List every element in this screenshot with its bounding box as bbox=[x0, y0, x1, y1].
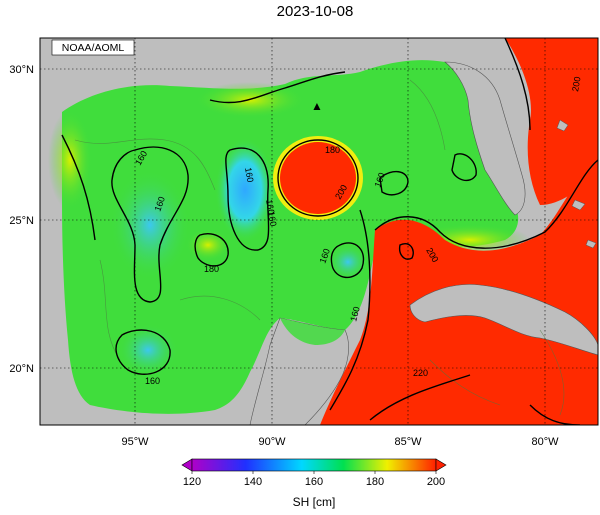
colorbar-tick-120: 120 bbox=[183, 476, 201, 488]
contour-label: 160 bbox=[152, 195, 167, 213]
florida bbox=[444, 61, 526, 216]
credit-label: NOAA/AOML bbox=[62, 42, 125, 54]
lon-label-80w: 80°W bbox=[531, 436, 559, 448]
warm-eddy-ring bbox=[280, 142, 356, 214]
contour-label: 160 bbox=[243, 167, 255, 184]
minor-contours bbox=[74, 79, 565, 416]
gulf-ocean bbox=[62, 60, 519, 414]
colorbar-min-arrow bbox=[181, 458, 193, 472]
lon-label-95w: 95°W bbox=[121, 436, 149, 448]
contour-label: 220 bbox=[413, 368, 428, 378]
graticule bbox=[40, 38, 598, 425]
contour-label: 160 bbox=[266, 211, 278, 228]
colorbar: 120 140 160 180 200 SH [cm] bbox=[181, 458, 447, 509]
cold-eddy-center bbox=[215, 138, 275, 242]
gulf-stream-warm bbox=[505, 38, 598, 205]
plot-frame bbox=[39, 37, 599, 426]
station-marker: ▲ bbox=[311, 99, 323, 113]
lat-label-20n: 20°N bbox=[9, 363, 34, 375]
credit-box bbox=[51, 39, 135, 56]
contour-label: 160 bbox=[264, 199, 276, 216]
colorbar-tick-200: 200 bbox=[427, 476, 445, 488]
yucatan bbox=[249, 317, 349, 425]
contour-label: 200 bbox=[570, 76, 582, 93]
lon-label-90w: 90°W bbox=[258, 436, 286, 448]
lat-label-30n: 30°N bbox=[9, 64, 34, 76]
colorbar-max-arrow bbox=[435, 458, 447, 472]
map-plot-area: 160 160 160 160 160 160 160 160 180 180 … bbox=[40, 38, 598, 425]
cuba bbox=[409, 284, 598, 356]
colorbar-tick-140: 140 bbox=[244, 476, 262, 488]
colorbar-tick-160: 160 bbox=[305, 476, 323, 488]
major-contours bbox=[61, 38, 598, 425]
yucatan-north-shelf bbox=[280, 318, 345, 345]
lon-label-85w: 85°W bbox=[394, 436, 422, 448]
contour-label: 160 bbox=[348, 305, 362, 322]
colorbar-ticks bbox=[191, 471, 437, 474]
colorbar-tick-180: 180 bbox=[366, 476, 384, 488]
contour-label: 180 bbox=[325, 145, 340, 155]
contour-label: 180 bbox=[204, 264, 219, 274]
map-title: 2023-10-08 bbox=[277, 3, 354, 20]
coastal-yellow-west bbox=[48, 110, 92, 210]
cold-eddy-west bbox=[110, 170, 190, 280]
contour-label: 160 bbox=[145, 376, 160, 386]
contour-labels: 160 160 160 160 160 160 160 160 180 180 … bbox=[133, 76, 583, 386]
bahamas bbox=[556, 119, 597, 249]
contour-label: 160 bbox=[372, 171, 387, 189]
contour-label: 160 bbox=[317, 247, 332, 265]
lat-label-25n: 25°N bbox=[9, 215, 34, 227]
cold-eddy-east bbox=[328, 244, 368, 280]
colorbar-label: SH [cm] bbox=[293, 495, 336, 509]
colorbar-bar bbox=[191, 458, 437, 472]
